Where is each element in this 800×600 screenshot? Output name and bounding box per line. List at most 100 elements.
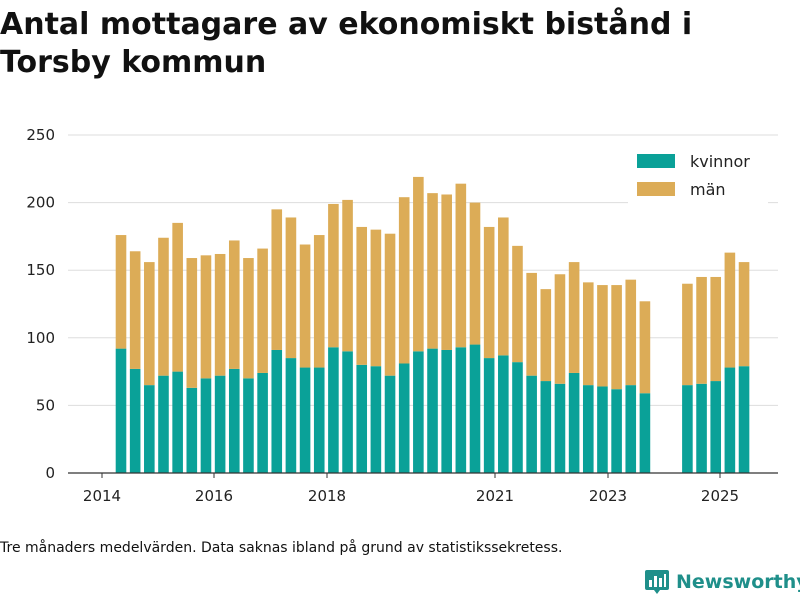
bar-man (257, 248, 268, 373)
bar-man (625, 279, 637, 386)
brand-logo: Newsworthy (644, 568, 800, 596)
y-tick-label: 200 (26, 194, 55, 212)
bar-man (158, 237, 169, 376)
bar-kvinnor (186, 387, 198, 473)
bar-man (342, 199, 353, 352)
bar-man (172, 222, 183, 372)
bar-man (356, 226, 368, 365)
x-tick-label: 2021 (476, 487, 514, 505)
bar-man (611, 285, 622, 390)
x-tick-label: 2018 (308, 487, 346, 505)
y-tick-label: 100 (26, 329, 55, 347)
bar-kvinnor (498, 355, 509, 473)
bar-kvinnor (512, 362, 523, 473)
bar-kvinnor (214, 375, 226, 473)
bar-man (398, 197, 410, 364)
bar-kvinnor (200, 378, 212, 473)
legend-label-man: män (690, 180, 726, 199)
bar-kvinnor (483, 358, 495, 473)
bar-kvinnor (554, 383, 566, 473)
footnote: Tre månaders medelvärden. Data saknas ib… (0, 540, 563, 556)
legend-swatch-kvinnor (637, 154, 675, 168)
bar-kvinnor (625, 385, 637, 473)
bar-man (413, 176, 424, 352)
bar-man (299, 244, 311, 368)
bar-man (144, 262, 155, 386)
bar-man (469, 202, 481, 345)
bar-man (455, 183, 467, 348)
bar-kvinnor (582, 385, 594, 473)
bar-man (639, 301, 651, 394)
bar-man (370, 229, 382, 367)
bar-man (498, 217, 509, 356)
bar-kvinnor (144, 385, 155, 473)
bar-man (243, 258, 254, 379)
chart-title: Antal mottagare av ekonomiskt bistånd i … (0, 7, 693, 80)
bar-man (313, 235, 325, 368)
y-tick-label: 50 (36, 396, 55, 414)
bar-man (285, 217, 297, 359)
bar-kvinnor (738, 366, 750, 473)
bars (115, 176, 750, 473)
bar-kvinnor (639, 393, 651, 473)
bar-kvinnor (328, 347, 339, 473)
bar-man (540, 289, 552, 382)
bar-man (483, 226, 495, 359)
bar-kvinnor (526, 375, 537, 473)
bar-man (271, 209, 283, 350)
x-tick-label: 2023 (589, 487, 627, 505)
bar-man (696, 276, 707, 384)
x-tick-label: 2025 (701, 487, 739, 505)
bar-kvinnor (682, 385, 693, 473)
bar-kvinnor (696, 383, 707, 473)
bar-kvinnor (271, 349, 283, 473)
bar-man (427, 193, 438, 349)
bar-kvinnor (455, 347, 467, 473)
bar-kvinnor (285, 358, 297, 473)
bar-kvinnor (299, 367, 311, 473)
bar-man (710, 276, 722, 382)
bar-man (186, 258, 198, 388)
bar-man (682, 283, 693, 386)
bar-kvinnor (370, 366, 382, 473)
y-tick-label: 0 (45, 464, 55, 482)
bar-man (724, 252, 736, 368)
bar-kvinnor (158, 375, 169, 473)
bar-kvinnor (597, 386, 608, 473)
bar-man (568, 262, 580, 373)
bar-man (597, 285, 608, 387)
bar-kvinnor (427, 348, 438, 473)
bar-kvinnor (129, 368, 141, 473)
bar-kvinnor (257, 372, 268, 473)
bar-kvinnor (540, 381, 552, 473)
bar-chart-logo-icon (645, 570, 669, 594)
bar-kvinnor (313, 367, 325, 473)
bar-kvinnor (398, 363, 410, 473)
bar-kvinnor (384, 375, 396, 473)
bar-man (526, 272, 537, 376)
bar-kvinnor (710, 381, 722, 473)
bar-kvinnor (469, 344, 481, 473)
x-tick-label: 2014 (83, 487, 121, 505)
brand-name: Newsworthy (676, 571, 800, 593)
bar-man (328, 203, 339, 348)
bar-kvinnor (172, 371, 183, 473)
bar-man (554, 274, 566, 384)
bar-kvinnor (342, 351, 353, 473)
legend-swatch-man (637, 182, 675, 196)
bar-man (214, 253, 226, 376)
legend-label-kvinnor: kvinnor (690, 152, 750, 171)
bar-kvinnor (441, 349, 452, 473)
bar-kvinnor (413, 351, 424, 473)
bar-kvinnor (568, 372, 580, 473)
bar-kvinnor (356, 364, 368, 473)
y-tick-label: 150 (26, 261, 55, 279)
bar-man (129, 251, 141, 369)
bar-man (738, 262, 750, 367)
legend: kvinnor män (628, 144, 768, 206)
axes: 0 50 100 150 200 250 2014 2016 2018 2021 2023 2025 (26, 126, 778, 505)
bar-man (228, 240, 240, 369)
bar-kvinnor (115, 348, 127, 473)
bar-kvinnor (724, 367, 736, 473)
